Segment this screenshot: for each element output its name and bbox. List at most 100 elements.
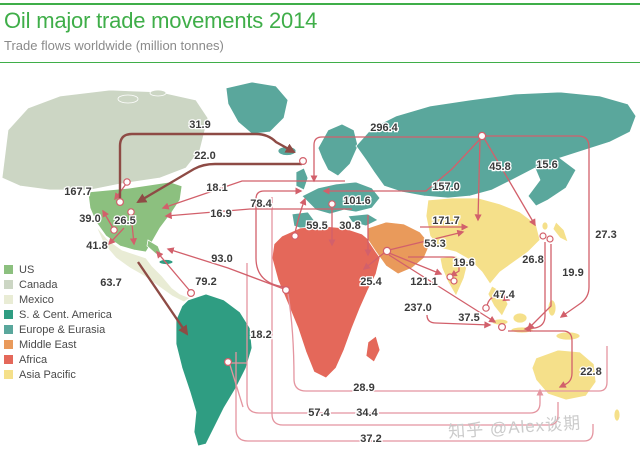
region-iberia xyxy=(291,211,315,231)
flow-value-label: 18.1 xyxy=(206,182,227,194)
flow-value-label: 47.4 xyxy=(493,289,515,301)
flow-node-marker xyxy=(477,131,487,141)
region-korea xyxy=(541,221,549,231)
region-philippines xyxy=(547,299,557,317)
flow-nodes xyxy=(110,131,554,367)
legend-item-s-cent-america: S. & Cent. America xyxy=(4,307,112,322)
legend-swatch-middle-east xyxy=(4,340,13,349)
region-scandinavia xyxy=(317,123,359,177)
legend-item-us: US xyxy=(4,262,112,277)
flow-value-label: 41.8 xyxy=(86,240,107,252)
flow-value-label: 15.6 xyxy=(536,159,557,171)
flow-node-marker xyxy=(224,358,233,367)
region-mexico xyxy=(95,225,191,303)
flow-value-label: 34.4 xyxy=(356,407,378,419)
region-new-guinea xyxy=(555,331,581,341)
flow-value-label: 121.1 xyxy=(410,276,438,288)
flow-node-marker xyxy=(123,178,131,186)
flow-line xyxy=(294,197,307,234)
flow-line xyxy=(136,162,302,204)
flow-line xyxy=(483,137,536,227)
flow-value-label: 39.0 xyxy=(79,213,100,225)
legend-label: Mexico xyxy=(19,293,54,306)
chart-title: Oil major trade movements 2014 xyxy=(4,8,318,33)
region-madagascar xyxy=(365,335,381,363)
flow-line xyxy=(486,294,511,307)
flow-value-label: 27.3 xyxy=(595,229,616,241)
flow-line xyxy=(485,135,590,318)
region-borneo xyxy=(512,312,528,324)
flow-value-label: 171.7 xyxy=(432,215,460,227)
legend-swatch-us xyxy=(4,265,13,274)
legend-item-canada: Canada xyxy=(4,277,112,292)
legend-item-asia-pacific: Asia Pacific xyxy=(4,367,112,382)
region-south-america xyxy=(175,293,253,447)
flow-value-label: 57.4 xyxy=(308,407,330,419)
legend-label: Middle East xyxy=(19,338,77,351)
flow-value-label: 59.5 xyxy=(306,220,327,232)
flow-line xyxy=(388,252,443,276)
flow-value-label: 157.0 xyxy=(432,181,460,193)
legend-swatch-canada xyxy=(4,280,13,289)
flow-node-marker xyxy=(328,200,336,208)
flow-node-marker xyxy=(110,226,118,234)
region-new-zealand xyxy=(613,408,621,422)
flow-line xyxy=(164,208,352,220)
flow-line xyxy=(408,256,460,277)
region-asia xyxy=(425,197,541,285)
region-europe-mainland xyxy=(301,181,381,215)
region-us-florida xyxy=(146,239,163,257)
flow-value-label: 28.9 xyxy=(353,382,374,394)
flow-value-label: 93.0 xyxy=(211,253,232,265)
region-canada xyxy=(1,89,209,191)
flow-value-label: 19.9 xyxy=(562,267,583,279)
flow-node-marker xyxy=(539,232,547,240)
region-turkey xyxy=(347,213,379,227)
legend-label: US xyxy=(19,263,35,276)
flow-value-label: 63.7 xyxy=(100,277,121,289)
flow-line xyxy=(426,314,492,329)
chart-subtitle: Trade flows worldwide (million tonnes) xyxy=(4,38,224,53)
flow-value-label: 101.6 xyxy=(343,195,371,207)
flow-line xyxy=(137,261,189,336)
region-africa xyxy=(271,225,381,379)
flow-node-marker xyxy=(282,286,291,295)
flow-line xyxy=(246,263,544,414)
region-greenland xyxy=(225,81,289,135)
flow-line xyxy=(166,247,285,290)
flow-value-label: 78.4 xyxy=(250,198,272,210)
flow-line xyxy=(388,229,465,251)
region-legend: US Canada Mexico S. & Cent. America Euro… xyxy=(4,262,112,382)
legend-label: Africa xyxy=(19,353,48,366)
legend-label: Asia Pacific xyxy=(19,368,76,381)
flow-line xyxy=(255,187,303,288)
flow-value-label: 45.8 xyxy=(489,161,510,173)
flow-line xyxy=(474,137,482,222)
flow-value-label: 167.7 xyxy=(64,186,92,198)
flow-value-label: 296.4 xyxy=(370,122,398,134)
flow-line xyxy=(235,352,594,442)
flow-line xyxy=(271,197,559,426)
header-rule-bottom xyxy=(0,62,640,63)
legend-swatch-africa xyxy=(4,355,13,364)
flow-value-label: 237.0 xyxy=(404,302,432,314)
region-canada-islands2 xyxy=(149,89,167,97)
flow-node-marker xyxy=(450,277,458,285)
legend-swatch-asia-pacific xyxy=(4,370,13,379)
region-australia xyxy=(531,349,597,401)
map-regions xyxy=(1,81,637,447)
flow-node-marker xyxy=(382,246,392,256)
flow-value-label: 16.9 xyxy=(210,208,231,220)
flow-line xyxy=(526,244,552,331)
legend-swatch-mexico xyxy=(4,295,13,304)
flow-value-label: 26.5 xyxy=(114,215,135,227)
flow-node-marker xyxy=(187,289,196,298)
flow-value-label: 30.8 xyxy=(339,220,360,232)
region-canada-islands xyxy=(117,94,139,104)
flow-value-label: 18.2 xyxy=(250,329,271,341)
flow-line xyxy=(108,227,125,246)
legend-swatch-s-cent-america xyxy=(4,310,13,319)
legend-swatch-europe-eurasia xyxy=(4,325,13,334)
